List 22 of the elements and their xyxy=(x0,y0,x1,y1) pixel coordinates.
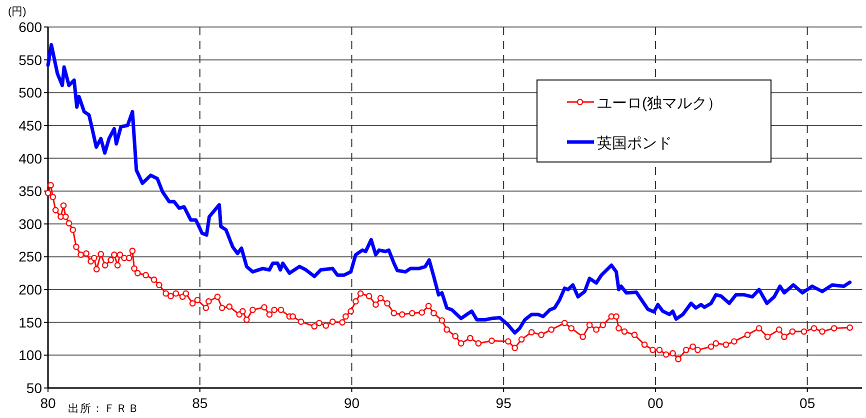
y-tick-label: 50 xyxy=(26,380,42,396)
x-tick-label: 00 xyxy=(648,395,664,411)
x-tick-label: 90 xyxy=(344,395,360,411)
y-tick-label: 300 xyxy=(18,216,42,232)
y-axis-title: (円) xyxy=(8,6,26,18)
x-tick-label: 80 xyxy=(40,395,56,411)
legend-label: 英国ポンド xyxy=(597,135,672,152)
y-tick-label: 250 xyxy=(18,248,42,265)
y-tick-label: 550 xyxy=(18,52,42,68)
x-tick-label: 85 xyxy=(192,395,208,411)
y-tick-label: 600 xyxy=(18,19,42,35)
x-tick-label: 05 xyxy=(800,395,816,411)
text: 出所：ＦＲＢ xyxy=(68,402,140,415)
legend-label: ユーロ(独マルク） xyxy=(597,95,722,112)
y-tick-label: 100 xyxy=(18,347,42,364)
y-tick-label: 350 xyxy=(18,183,42,200)
y-tick-label: 150 xyxy=(18,314,42,330)
x-tick-label: 95 xyxy=(496,395,512,411)
y-tick-label: 450 xyxy=(18,117,42,134)
y-tick-label: 400 xyxy=(18,150,42,166)
y-tick-label: 200 xyxy=(18,282,42,298)
y-tick-label: 500 xyxy=(18,84,42,101)
